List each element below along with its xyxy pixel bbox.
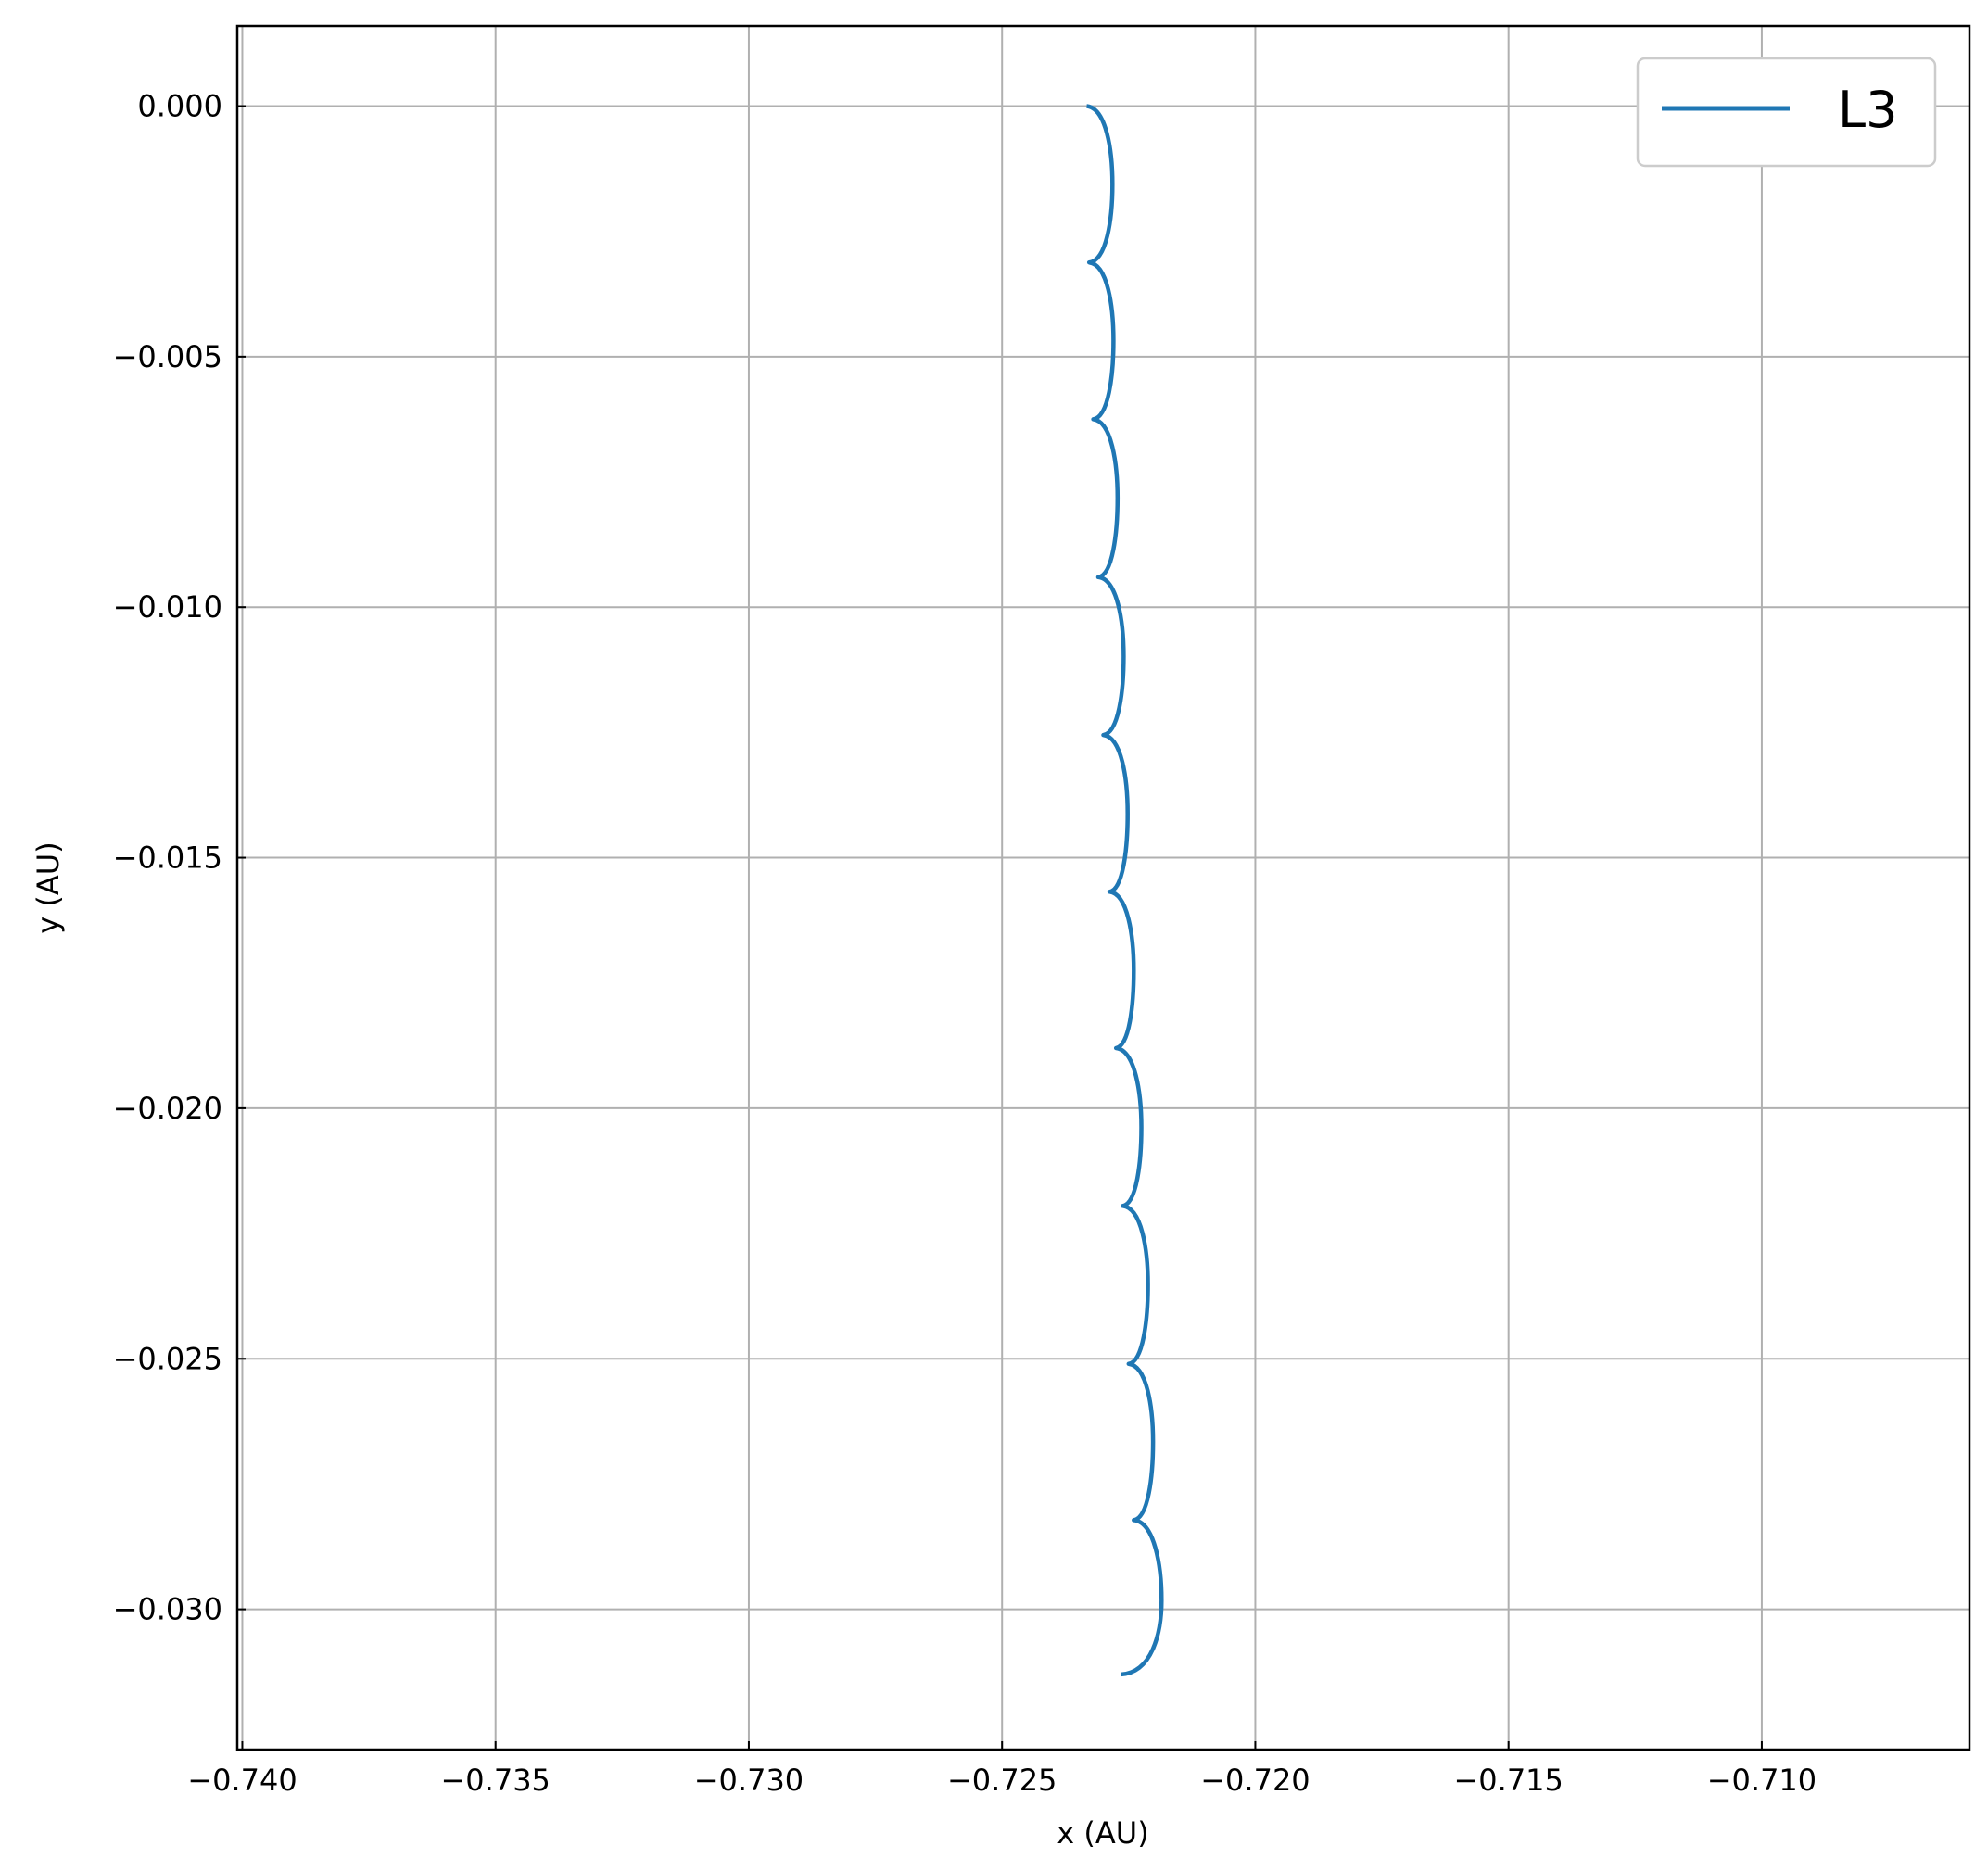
y-tick-label: −0.005 <box>113 339 222 374</box>
y-axis-label: y (AU) <box>31 841 66 933</box>
grid <box>237 26 1969 1750</box>
y-tick-label: −0.010 <box>113 589 222 625</box>
x-tick-label: −0.740 <box>187 1763 297 1798</box>
y-tick-label: 0.000 <box>137 89 222 124</box>
y-tick-label: −0.025 <box>113 1341 222 1376</box>
y-axis: 0.000 −0.005 −0.010 −0.015 −0.020 −0.025 −0.03… <box>113 89 246 1627</box>
x-tick-label: −0.710 <box>1707 1763 1817 1798</box>
legend-label-l3: L3 <box>1838 81 1897 139</box>
legend-box <box>1636 57 1937 168</box>
x-axis-label: x (AU) <box>1057 1815 1148 1851</box>
plot-background <box>237 26 1969 1750</box>
y-tick-label: −0.015 <box>113 841 222 876</box>
x-tick-label: −0.735 <box>440 1763 550 1798</box>
plot-frame <box>235 24 1971 1751</box>
x-tick-label: −0.720 <box>1200 1763 1310 1798</box>
x-tick-label: −0.715 <box>1453 1763 1563 1798</box>
y-tick-label: −0.020 <box>113 1091 222 1126</box>
x-tick-label: −0.725 <box>947 1763 1057 1798</box>
legend: L3 <box>1636 57 1937 168</box>
x-tick-label: −0.730 <box>694 1763 804 1798</box>
series-layer <box>1085 104 1164 1677</box>
series-line-l3 <box>1085 104 1164 1677</box>
x-axis: −0.740 −0.735 −0.730 −0.725 −0.720 −0.715 −0.7… <box>187 1741 1817 1798</box>
y-tick-label: −0.030 <box>113 1592 222 1627</box>
